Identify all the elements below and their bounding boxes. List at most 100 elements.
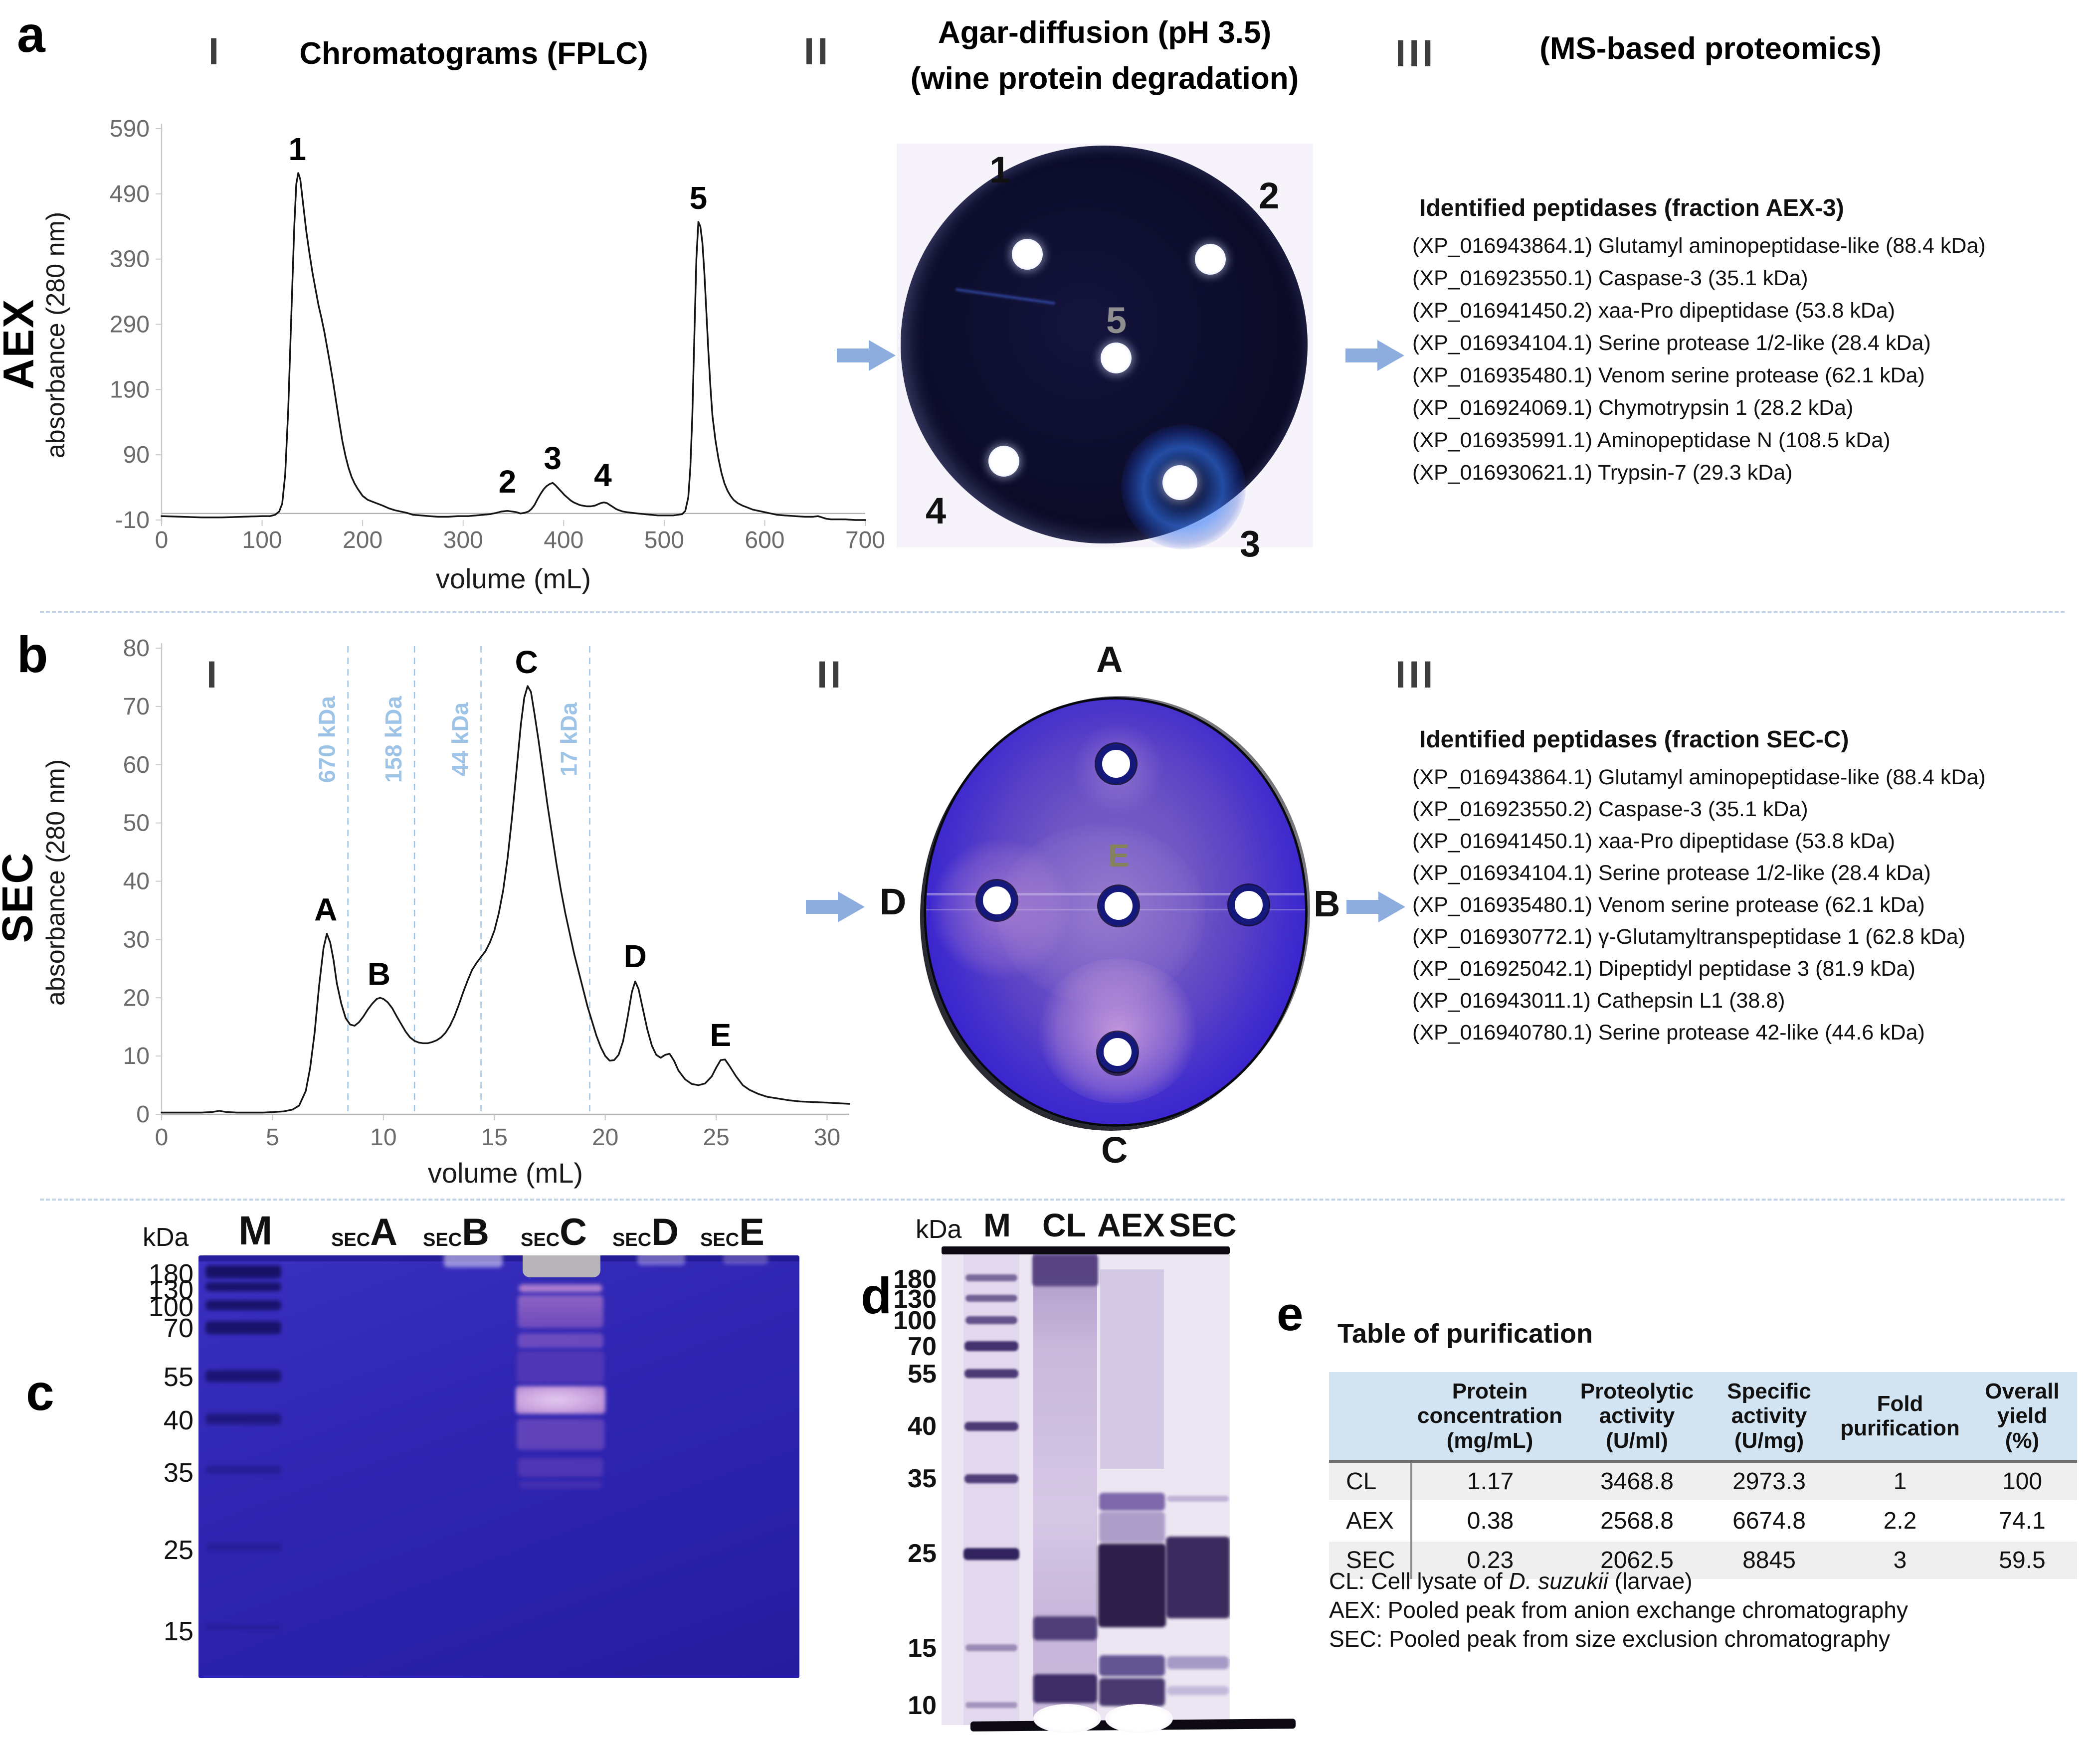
purification-table-title: Table of purification	[1337, 1319, 1593, 1349]
lane-label: B	[462, 1211, 490, 1253]
degradation-halo-C	[1038, 959, 1197, 1103]
plate-b-label-D: D	[880, 881, 907, 922]
note-italic: D. suzukii	[1509, 1568, 1608, 1594]
ladder-value: 15	[908, 1634, 937, 1663]
activity-band	[517, 1351, 604, 1383]
lane-label: A	[370, 1211, 398, 1253]
list-item: (XP_016934104.1) Serine protease 1/2-lik…	[1412, 331, 1931, 355]
plate-a-label-5: 5	[1106, 300, 1127, 341]
proteomics-list-aex: Identified peptidases (fraction AEX-3) (…	[1412, 194, 1986, 489]
plate-b-label-A: A	[1096, 639, 1123, 680]
cell: 74.1	[1999, 1507, 2046, 1534]
list-item: (XP_016923550.1) Caspase-3 (35.1 kDa)	[1412, 266, 1808, 290]
x-tick-label: 700	[845, 527, 885, 553]
cell: 1.17	[1467, 1468, 1514, 1495]
chart-sec: 0 10 20 30 40 50 60 70 80 0 5 10 15 20 25 30 670 kDa 158 …	[123, 635, 850, 1189]
list-item: (XP_016941450.1) xaa-Pro dipeptidase (53…	[1412, 829, 1896, 853]
list-item: (XP_016943864.1) Glutamyl aminopeptidase…	[1412, 234, 1986, 258]
title-agar-line2: (wine protein degradation)	[910, 61, 1299, 96]
mw-marker-label: 17 kDa	[556, 702, 582, 776]
list-item: (XP_016943864.1) Glutamyl aminopeptidase…	[1412, 765, 1986, 789]
gel-d-kda-label: kDa	[916, 1215, 962, 1244]
note-cl: CL: Cell lysate of D. suzukii (larvae)	[1329, 1567, 1908, 1595]
x-tick-label: 0	[155, 1124, 169, 1151]
list-item: (XP_016925042.1) Dipeptidyl peptidase 3 …	[1412, 957, 1915, 981]
table-row: SEC 0.23 2062.5 8845 3 59.5	[1329, 1540, 2077, 1579]
numeral-b-II: II	[817, 654, 844, 696]
x-tick-label: 10	[370, 1124, 396, 1151]
ladder-value: 40	[163, 1405, 193, 1435]
peak-label-A: A	[314, 892, 337, 928]
gel-d-lane-AEX: AEX	[1097, 1207, 1165, 1243]
activity-band	[519, 1284, 602, 1292]
x-tick-label: 25	[703, 1124, 729, 1151]
x-tick-label: 20	[592, 1124, 618, 1151]
marker-band	[205, 1370, 281, 1382]
cell: 2062.5	[1600, 1547, 1674, 1573]
marker-band	[205, 1282, 281, 1291]
chart-aex: -10 90 190 290 390 490 590 0 100 200 300 400 500 600 7…	[110, 116, 885, 594]
table-row: AEX 0.38 2568.8 6674.8 2.2 74.1	[1329, 1501, 2077, 1541]
well-E	[1099, 886, 1139, 926]
note-text: SEC: Pooled peak from size exclusion chr…	[1329, 1626, 1891, 1652]
header-cell: Overall yield (%)	[1967, 1372, 2077, 1461]
panel-letter-d: d	[861, 1267, 892, 1324]
gel-c-lane-D: SEC D	[612, 1214, 679, 1251]
marker-band	[965, 1702, 1017, 1708]
separator-1	[40, 611, 2065, 613]
marker-band	[964, 1369, 1018, 1378]
marker-band	[205, 1265, 281, 1278]
cell: 0.38	[1467, 1507, 1514, 1534]
numeral-a-II: II	[804, 30, 831, 73]
flow-arrow	[837, 340, 896, 371]
cell: 100	[2002, 1468, 2043, 1495]
activity-band	[516, 1386, 605, 1414]
x-tick-label: 15	[481, 1124, 508, 1151]
marker-band	[205, 1543, 281, 1551]
marker-band	[965, 1274, 1017, 1281]
list-item: (XP_016934104.1) Serine protease 1/2-lik…	[1412, 861, 1931, 885]
list-item: (XP_016930621.1) Trypsin-7 (29.3 kDa)	[1412, 461, 1793, 485]
gel-d-lane-M: M	[983, 1207, 1011, 1243]
mw-marker-label: 44 kDa	[447, 702, 473, 776]
y-tick-label: 50	[123, 810, 150, 837]
flow-arrow	[1345, 340, 1404, 371]
y-tick-label: 390	[110, 246, 150, 273]
lane-smear	[1033, 1254, 1097, 1725]
x-tick-label: 500	[644, 527, 684, 553]
separator-2	[40, 1199, 2065, 1201]
cell: 3	[1893, 1547, 1907, 1573]
title-ms-proteomics: (MS-based proteomics)	[1539, 31, 1882, 66]
note-text: AEX: Pooled peak from anion exchange chr…	[1329, 1597, 1908, 1623]
gel-band	[1166, 1537, 1230, 1618]
list-item: (XP_016935991.1) Aminopeptidase N (108.5…	[1412, 428, 1891, 452]
peak-label-4: 4	[594, 457, 612, 493]
table-header-row: Protein concentration (mg/mL) Proteolyti…	[1329, 1372, 2077, 1461]
list-item: (XP_016940780.1) Serine protease 42-like…	[1412, 1021, 1925, 1045]
title-chromatograms: Chromatograms (FPLC)	[299, 36, 648, 71]
ladder-value: 55	[163, 1362, 193, 1392]
marker-band	[205, 1624, 281, 1630]
activity-band	[518, 1333, 603, 1348]
list-item: (XP_016935480.1) Venom serine protease (…	[1412, 363, 1925, 387]
numeral-a-I: I	[208, 30, 222, 73]
peak-label-B: B	[368, 956, 390, 992]
numeral-a-III: III	[1395, 32, 1436, 75]
mw-marker-label: 158 kDa	[381, 696, 406, 783]
table-notes: CL: Cell lysate of D. suzukii (larvae) A…	[1329, 1567, 1908, 1653]
ladder-value: 70	[163, 1313, 193, 1343]
well-3	[1162, 465, 1197, 500]
lane-smear	[1100, 1269, 1164, 1469]
gel-c-lane-C: SEC C	[521, 1214, 587, 1251]
ladder-value: 180	[148, 1259, 193, 1289]
gel-band	[1099, 1493, 1165, 1511]
marker-band	[964, 1341, 1018, 1351]
x-tick-label: 5	[266, 1124, 279, 1151]
x-tick-label: 600	[745, 527, 784, 553]
well-4	[988, 446, 1019, 477]
ladder-value: 100	[148, 1292, 193, 1322]
ladder-value: 180	[893, 1265, 937, 1294]
plate-b-label-C: C	[1101, 1129, 1128, 1171]
gel-band	[1167, 1656, 1229, 1669]
well-B	[1229, 885, 1269, 925]
